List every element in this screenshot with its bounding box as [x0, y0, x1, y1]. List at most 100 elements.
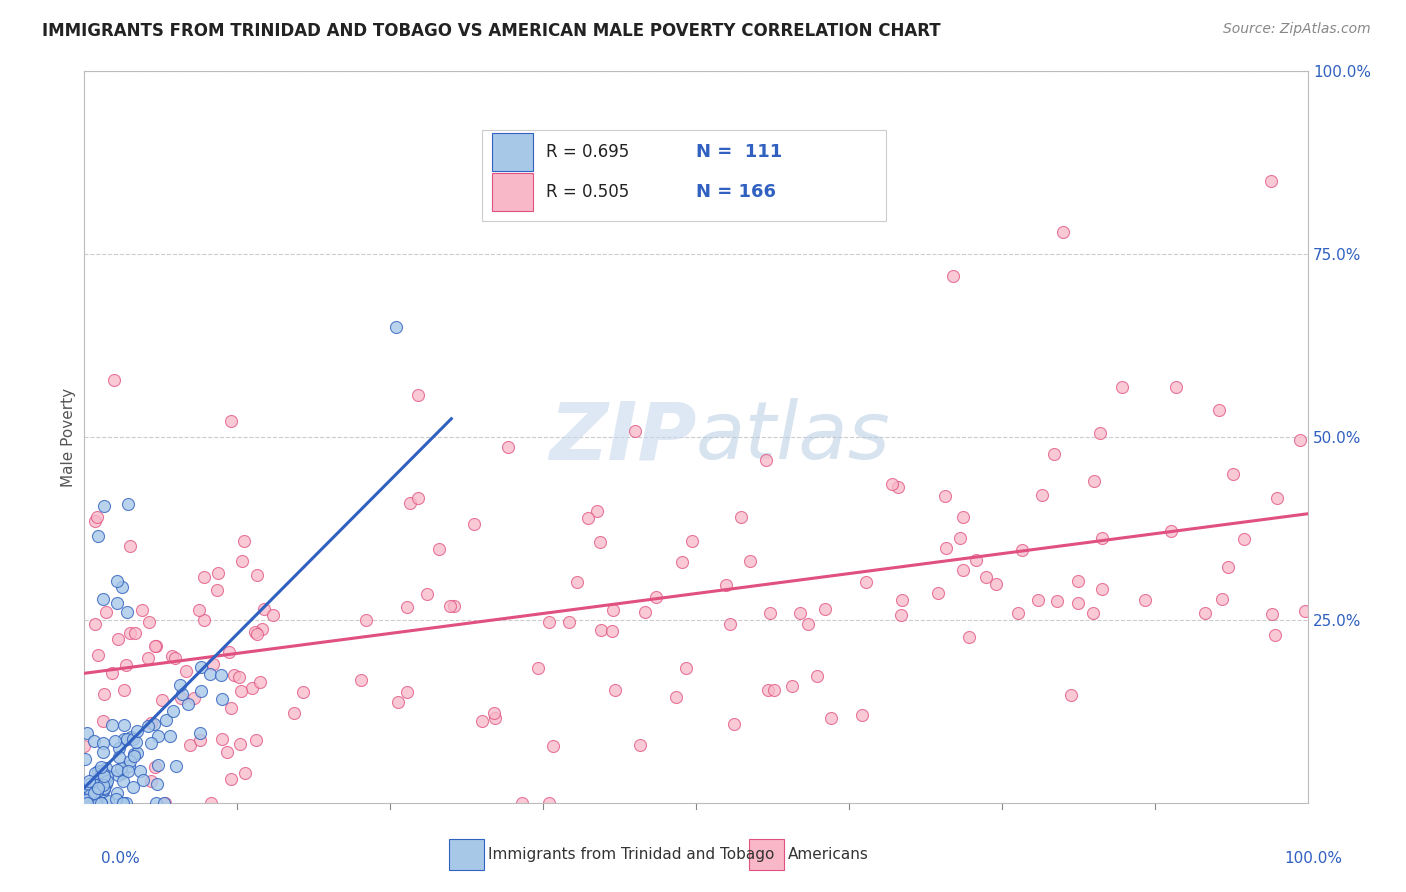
Point	[789, 606, 811, 620]
Point	[1222, 467, 1244, 481]
Point	[387, 694, 409, 708]
Point	[118, 758, 141, 772]
Point	[589, 535, 612, 549]
Point	[90, 764, 112, 778]
Point	[1135, 593, 1157, 607]
Point	[406, 387, 429, 401]
Point	[124, 735, 146, 749]
Point	[209, 668, 232, 682]
Point	[671, 555, 693, 569]
Point	[243, 625, 266, 640]
Point	[1060, 688, 1083, 702]
Point	[87, 764, 110, 778]
Point	[763, 682, 786, 697]
FancyBboxPatch shape	[482, 130, 886, 221]
Point	[87, 772, 110, 786]
Point	[354, 613, 377, 627]
Point	[232, 534, 254, 549]
Point	[510, 796, 533, 810]
Point	[1046, 593, 1069, 607]
Point	[94, 605, 117, 619]
Point	[91, 778, 114, 792]
Point	[890, 593, 912, 607]
Point	[93, 769, 115, 783]
Point	[716, 578, 738, 592]
Point	[558, 615, 581, 629]
Point	[79, 785, 101, 799]
Point	[200, 796, 222, 810]
Point	[155, 713, 177, 727]
Text: Source: ZipAtlas.com: Source: ZipAtlas.com	[1223, 22, 1371, 37]
Point	[1111, 379, 1133, 393]
Point	[75, 796, 97, 810]
Point	[952, 510, 974, 524]
Point	[163, 650, 186, 665]
Point	[91, 714, 114, 728]
Point	[949, 531, 972, 545]
Point	[120, 731, 142, 745]
Point	[76, 780, 98, 795]
Point	[740, 554, 762, 568]
Point	[127, 746, 149, 760]
Point	[86, 782, 108, 797]
Point	[385, 320, 408, 334]
Point	[1261, 607, 1284, 621]
Point	[253, 602, 276, 616]
Point	[76, 796, 98, 810]
Point	[115, 657, 138, 672]
Point	[586, 503, 609, 517]
Point	[600, 624, 623, 639]
Point	[84, 514, 107, 528]
Point	[624, 424, 647, 438]
Point	[806, 669, 828, 683]
Point	[100, 665, 122, 680]
Point	[190, 660, 212, 674]
Point	[565, 575, 588, 590]
Point	[94, 761, 117, 775]
Point	[170, 691, 193, 706]
Point	[183, 691, 205, 706]
Point	[80, 789, 103, 804]
Point	[190, 733, 212, 747]
Point	[93, 687, 115, 701]
Point	[90, 760, 112, 774]
Text: ZIP: ZIP	[548, 398, 696, 476]
Point	[93, 780, 115, 795]
Point	[245, 732, 267, 747]
Point	[283, 706, 305, 720]
Y-axis label: Male Poverty: Male Poverty	[60, 387, 76, 487]
Point	[1260, 174, 1282, 188]
Point	[105, 574, 128, 588]
Point	[84, 765, 107, 780]
Point	[1043, 447, 1066, 461]
Point	[1067, 596, 1090, 610]
Point	[589, 623, 612, 637]
Point	[755, 452, 778, 467]
Point	[84, 616, 107, 631]
Point	[1031, 488, 1053, 502]
Point	[111, 796, 134, 810]
Point	[143, 760, 166, 774]
Point	[1194, 606, 1216, 620]
Point	[756, 682, 779, 697]
Point	[952, 563, 974, 577]
Point	[82, 796, 104, 810]
Point	[395, 685, 418, 699]
Point	[1091, 582, 1114, 596]
Point	[780, 679, 803, 693]
Point	[83, 786, 105, 800]
Point	[90, 796, 112, 810]
Point	[77, 773, 100, 788]
Point	[75, 796, 97, 810]
Point	[644, 590, 666, 604]
Point	[104, 734, 127, 748]
Point	[1011, 542, 1033, 557]
Point	[93, 781, 115, 796]
Point	[105, 596, 128, 610]
Point	[94, 776, 117, 790]
Point	[105, 763, 128, 777]
Point	[415, 587, 437, 601]
Point	[83, 734, 105, 748]
Point	[482, 706, 505, 721]
Point	[90, 768, 112, 782]
